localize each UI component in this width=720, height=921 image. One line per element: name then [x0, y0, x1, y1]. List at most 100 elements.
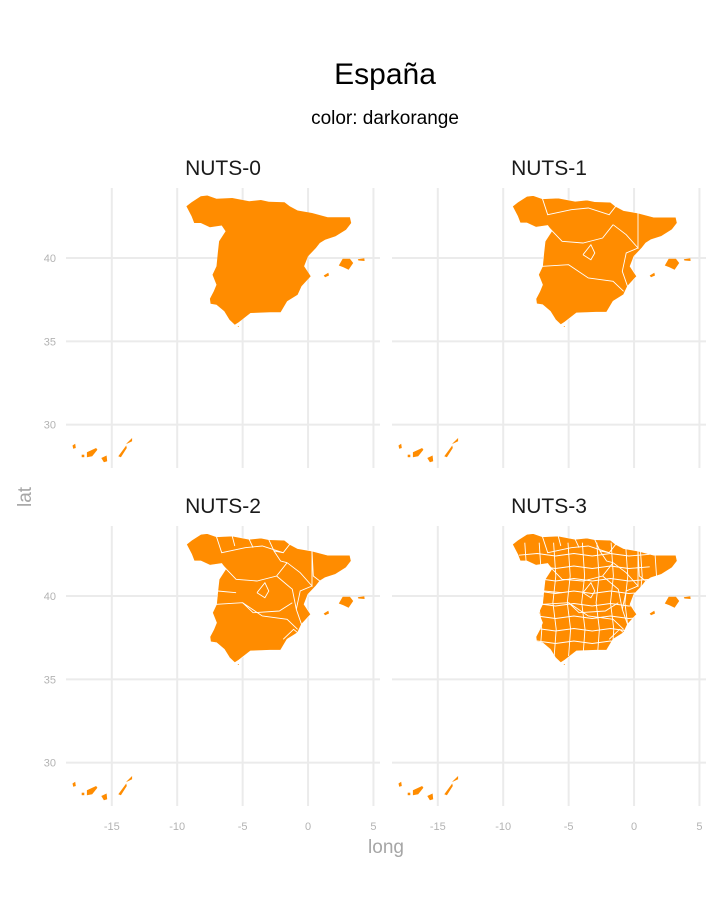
- region-border: [242, 602, 293, 614]
- region-border: [566, 542, 572, 657]
- region-border: [547, 224, 614, 244]
- balearic-island: [649, 610, 655, 616]
- region-borders: [216, 535, 321, 640]
- canary-island: [452, 776, 459, 782]
- region-border: [637, 550, 647, 582]
- x-tick-label: -5: [238, 821, 248, 833]
- canary-island: [398, 443, 402, 449]
- region-border: [552, 542, 557, 657]
- region-border: [276, 575, 297, 610]
- canary-island: [126, 438, 133, 444]
- canary-island: [427, 455, 434, 463]
- canary-island: [407, 454, 411, 458]
- x-tick-label: 5: [370, 821, 376, 833]
- x-tick-label: -15: [104, 821, 120, 833]
- region-border: [221, 562, 288, 582]
- region-border: [231, 535, 236, 547]
- ceuta-region: [237, 326, 239, 327]
- canary-island: [412, 448, 424, 458]
- canary-island: [444, 783, 453, 796]
- x-tick-label: -10: [169, 821, 185, 833]
- region-border: [273, 550, 288, 564]
- region-border: [595, 542, 600, 657]
- region-border: [542, 536, 617, 554]
- region-border: [582, 581, 596, 599]
- x-tick-label: 0: [305, 821, 311, 833]
- canary-island: [101, 793, 108, 801]
- map-panel: NUTS-2 30 35 40: [44, 495, 380, 806]
- balearic-island: [683, 258, 691, 261]
- region-border: [542, 602, 624, 630]
- y-tick-label: 40: [44, 591, 56, 603]
- ceuta-region: [563, 664, 565, 665]
- x-tick-label: 0: [631, 821, 637, 833]
- region-border: [542, 264, 624, 292]
- plot-title: España: [334, 58, 436, 91]
- canary-island: [81, 454, 85, 458]
- canary-island: [118, 783, 127, 796]
- region-border: [216, 602, 298, 630]
- ceuta-region: [237, 664, 239, 665]
- balearic-island: [338, 596, 354, 608]
- balearic-island: [323, 610, 329, 616]
- region-border: [295, 585, 313, 625]
- region-border: [256, 581, 270, 599]
- canary-island: [407, 792, 411, 796]
- region-border: [602, 575, 623, 610]
- x-tick-label: -5: [564, 821, 574, 833]
- canary-island: [427, 793, 434, 801]
- region-border: [547, 562, 614, 582]
- region-border: [621, 247, 639, 287]
- region-border: [217, 590, 237, 594]
- balearic-island: [664, 596, 680, 608]
- region-border: [582, 243, 596, 261]
- y-tick-label: 30: [44, 758, 56, 770]
- y-axis-title: lat: [15, 486, 36, 507]
- x-tick-label: -10: [495, 821, 511, 833]
- region-border: [574, 539, 580, 548]
- y-tick-label: 40: [44, 253, 56, 265]
- map-panel: NUTS-1: [392, 157, 706, 468]
- canary-island: [72, 443, 76, 449]
- region-borders: [542, 198, 639, 292]
- map-panel: NUTS-3: [392, 495, 706, 806]
- region-border: [610, 542, 615, 657]
- ceuta-region: [563, 326, 565, 327]
- balearic-island: [649, 272, 655, 278]
- canary-island: [118, 445, 127, 458]
- region-border: [557, 535, 562, 547]
- region-border: [311, 550, 321, 582]
- canary-island: [412, 786, 424, 796]
- y-tick-label: 35: [44, 674, 56, 686]
- region-border: [612, 213, 639, 250]
- mainland-spain-region: [185, 533, 352, 664]
- y-tick-label: 35: [44, 336, 56, 348]
- canary-island: [126, 776, 133, 782]
- x-tick-labels: -15 -10 -5 0 5 -15 -10 -5 0 5: [104, 821, 703, 833]
- region-border: [216, 536, 291, 554]
- region-border: [568, 602, 619, 614]
- canary-island: [86, 786, 98, 796]
- balearic-island: [683, 596, 691, 599]
- region-border: [542, 198, 617, 216]
- panel-title: NUTS-1: [511, 157, 587, 180]
- balearic-island: [338, 258, 354, 270]
- canary-island: [81, 792, 85, 796]
- balearic-island: [357, 596, 365, 599]
- panel-title: NUTS-3: [511, 495, 587, 518]
- balearic-island: [664, 258, 680, 270]
- region-border: [621, 585, 639, 625]
- canary-island: [101, 455, 108, 463]
- map-panel: NUTS-0 30 35 40: [44, 157, 380, 468]
- canary-island: [398, 781, 402, 787]
- balearic-island: [323, 272, 329, 278]
- mainland-spain-region: [186, 195, 352, 325]
- canary-island: [452, 438, 459, 444]
- canary-island: [72, 781, 76, 787]
- region-border: [282, 628, 298, 640]
- x-axis-title: long: [368, 837, 404, 858]
- x-tick-label: -15: [430, 821, 446, 833]
- region-border: [248, 539, 254, 548]
- plot-subtitle: color: darkorange: [311, 108, 459, 129]
